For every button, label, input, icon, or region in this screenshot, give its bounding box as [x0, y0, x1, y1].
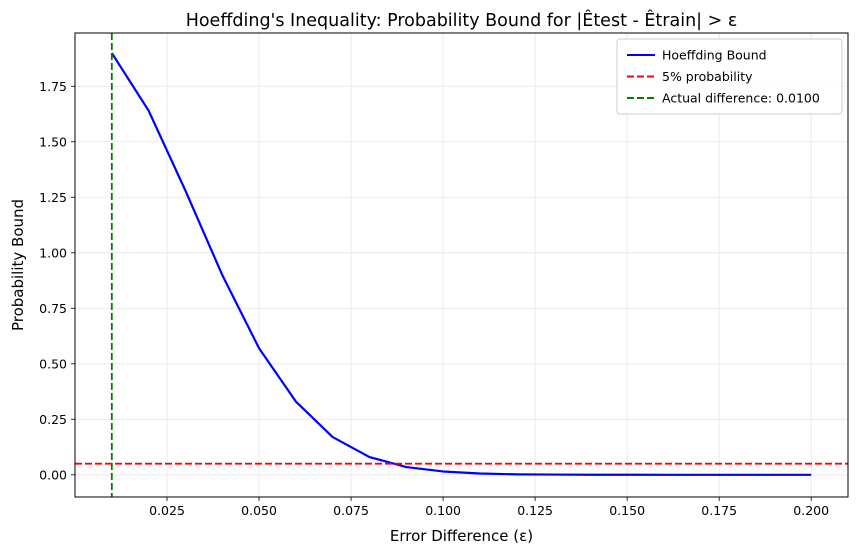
y-tick-label: 0.25	[39, 412, 67, 427]
y-tick-label: 0.50	[39, 356, 67, 371]
y-tick-label: 1.00	[39, 245, 67, 260]
y-tick-label: 0.00	[39, 467, 67, 482]
x-tick-label: 0.125	[517, 503, 553, 518]
series-line-hoeffding-bound	[110, 52, 812, 476]
legend-entry-hoeffding-bound-label: Hoeffding Bound	[662, 48, 767, 63]
legend-entry-5-percent-label: 5% probability	[662, 69, 753, 84]
axes-frame	[74, 32, 849, 498]
x-axis-ticks: 0.025 0.050 0.075 0.100 0.125 0.150 0.175 0.200	[149, 497, 829, 518]
legend-box	[616, 38, 843, 115]
x-tick-label: 0.075	[333, 503, 369, 518]
chart-title: Hoeffding's Inequality: Probability Boun…	[186, 9, 738, 31]
x-axis-label: Error Difference (ε)	[390, 527, 533, 545]
y-tick-label: 1.50	[39, 134, 67, 149]
legend: Hoeffding Bound 5% probability Actual diff…	[616, 38, 843, 115]
x-tick-label: 0.150	[609, 503, 645, 518]
y-tick-label: 1.25	[39, 190, 67, 205]
x-tick-label: 0.175	[701, 503, 737, 518]
x-tick-label: 0.050	[241, 503, 277, 518]
y-axis-ticks: 0.00 0.25 0.50 0.75 1.00 1.25 1.50 1.75	[39, 79, 75, 482]
y-tick-label: 1.75	[39, 79, 67, 94]
plot-area	[75, 33, 848, 497]
x-tick-label: 0.100	[425, 503, 461, 518]
legend-entry-actual-difference-label: Actual difference: 0.0100	[662, 91, 820, 106]
y-tick-label: 0.75	[39, 301, 67, 316]
x-tick-label: 0.025	[149, 503, 185, 518]
y-axis-label: Probability Bound	[9, 199, 27, 331]
x-tick-label: 0.200	[793, 503, 829, 518]
